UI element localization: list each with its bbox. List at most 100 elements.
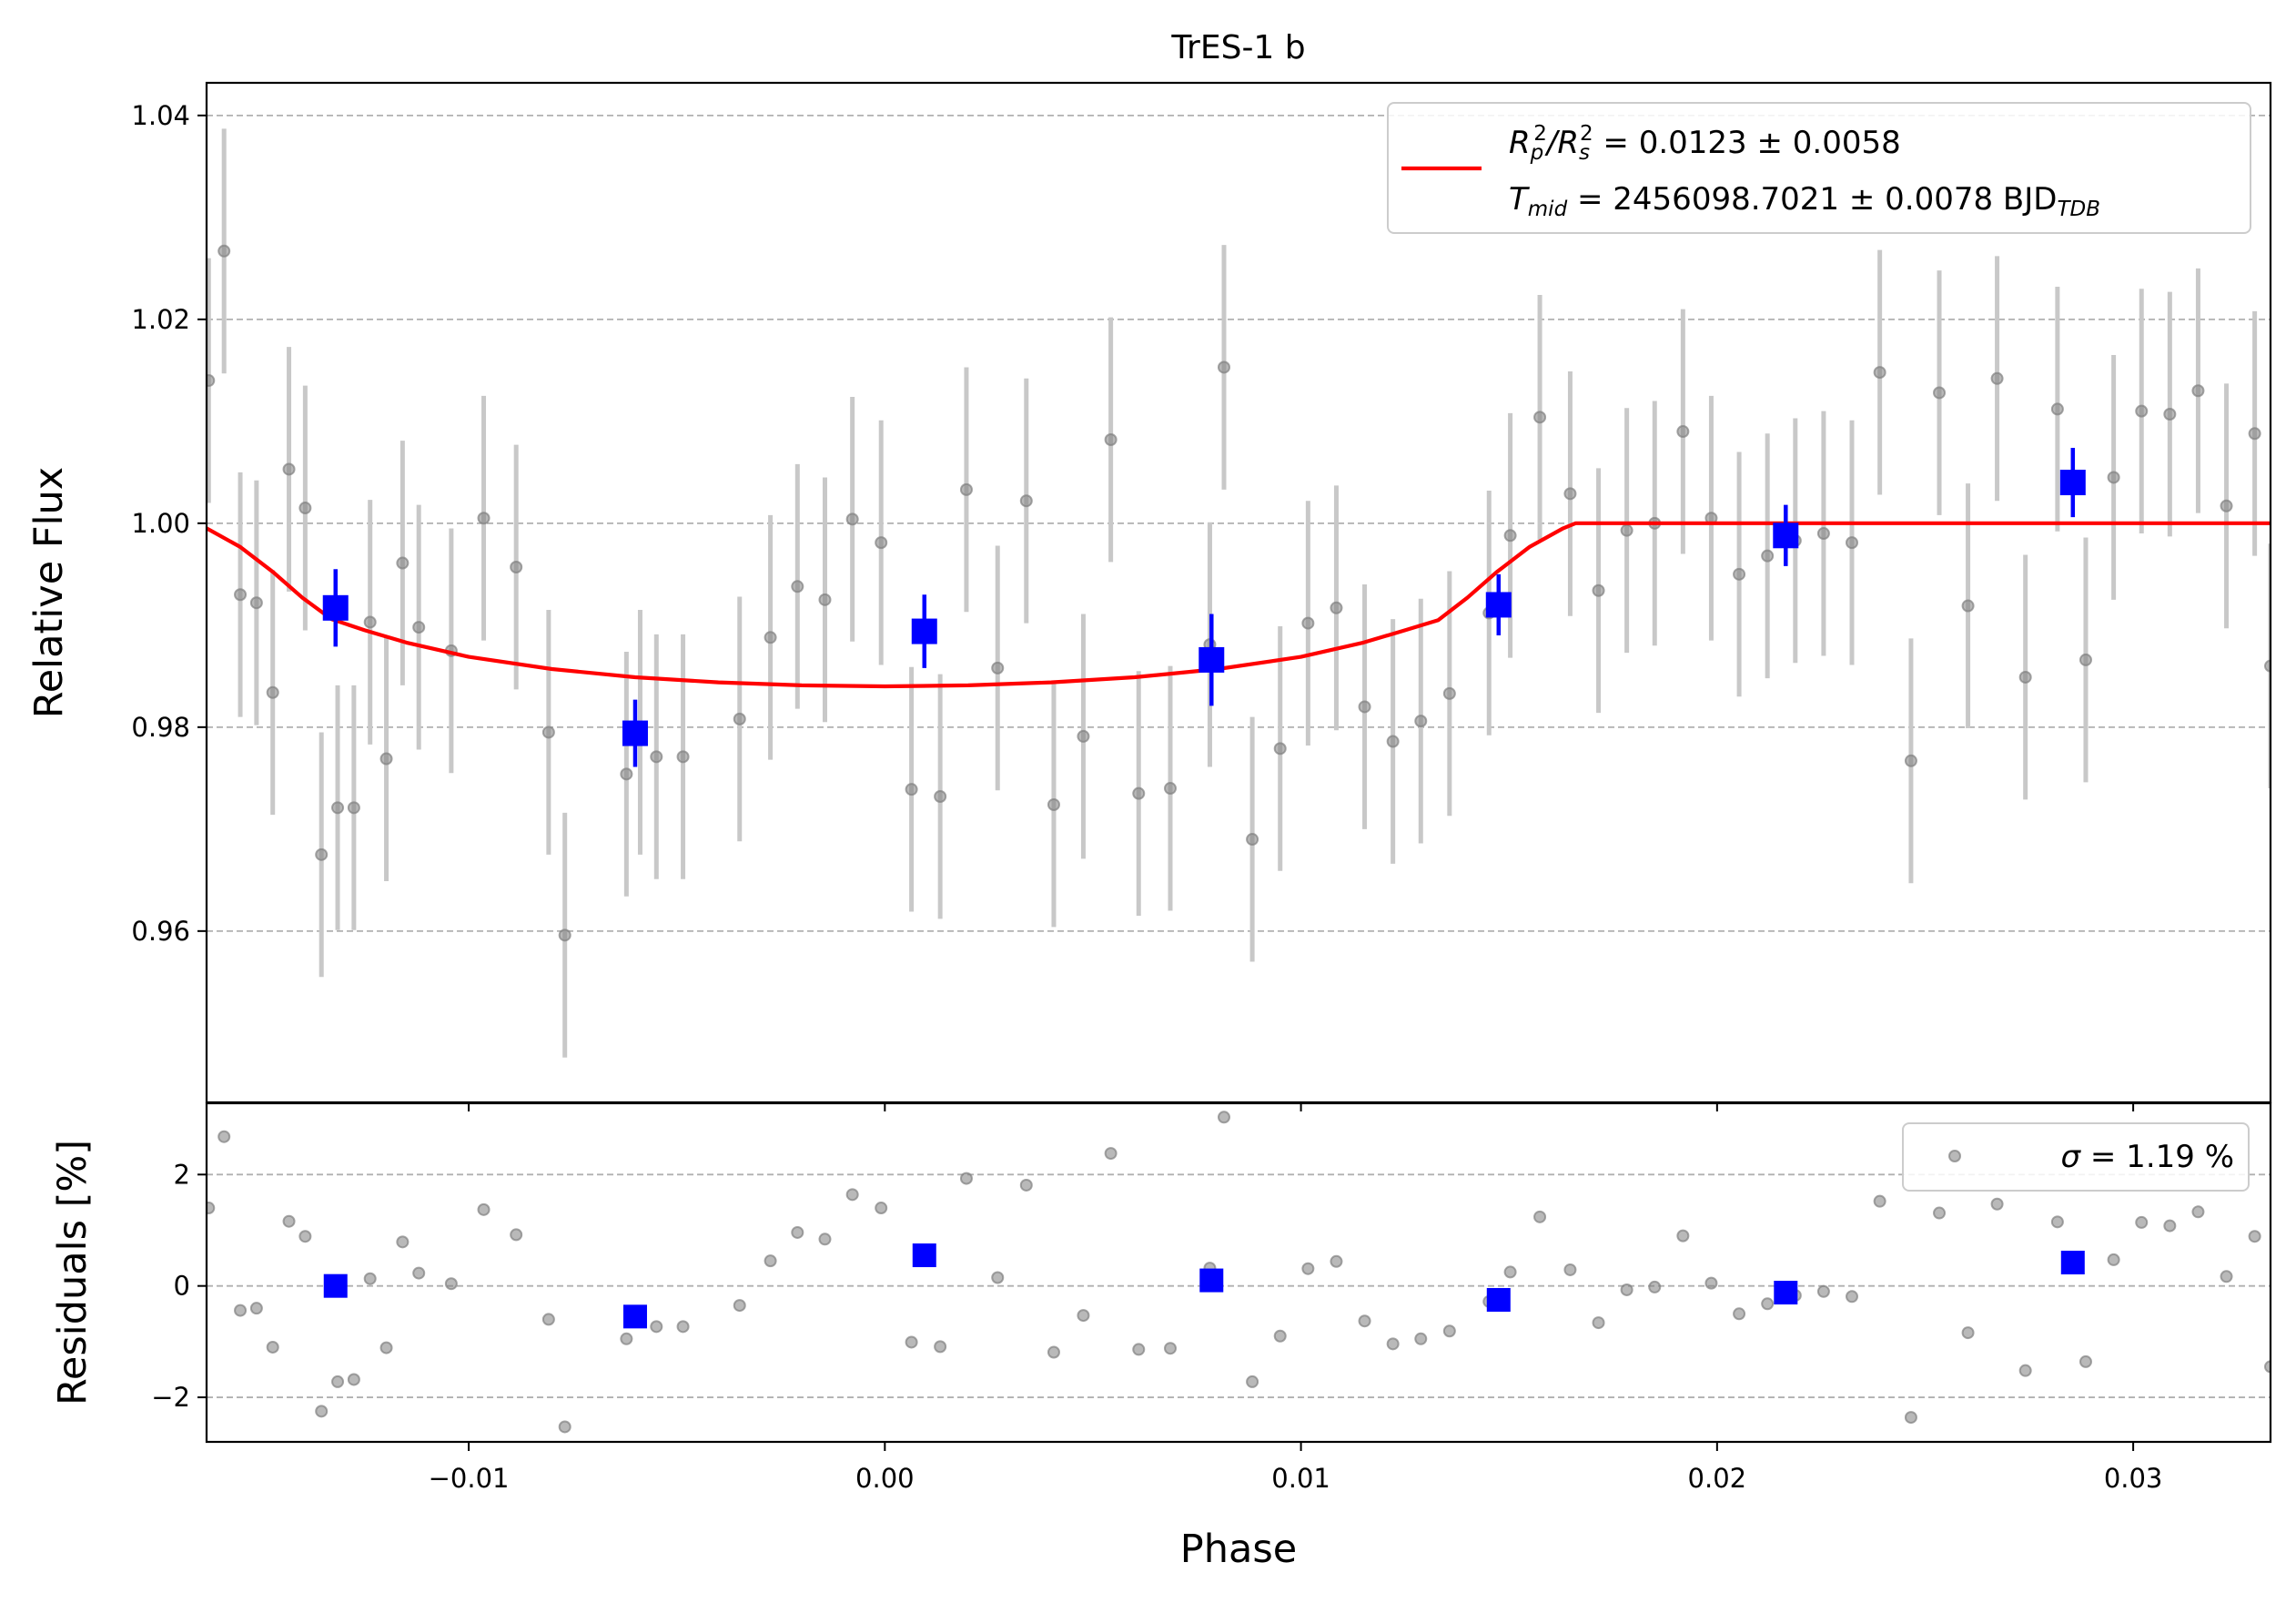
x-tick-label: 0.03 xyxy=(2104,1463,2163,1494)
x-tick-label: 0.02 xyxy=(1688,1463,1747,1494)
main-data-point xyxy=(266,685,279,699)
residual-point xyxy=(1047,1345,1060,1359)
main-data-point xyxy=(905,783,918,796)
main-data-point xyxy=(791,580,804,594)
residual-point xyxy=(845,1188,859,1202)
residual-point xyxy=(875,1202,888,1215)
main-data-point xyxy=(959,482,973,496)
residual-binned-point xyxy=(1774,1281,1798,1305)
main-data-point xyxy=(207,374,216,388)
main-data-point xyxy=(2220,499,2233,512)
main-data-point xyxy=(875,536,888,550)
main-data-point xyxy=(1533,411,1547,424)
main-data-point xyxy=(1990,371,2004,385)
residual-point xyxy=(791,1225,804,1239)
residual-point xyxy=(2163,1219,2177,1233)
legend-residual-marker xyxy=(1948,1150,1961,1162)
main-data-point xyxy=(1442,686,1456,700)
x-tick-label: 0.00 xyxy=(855,1463,915,1494)
main-data-point xyxy=(733,712,746,725)
main-data-point xyxy=(845,512,859,526)
residual-point xyxy=(363,1272,377,1285)
residual-point xyxy=(2018,1364,2032,1377)
main-data-point xyxy=(1164,782,1178,796)
main-data-point xyxy=(234,588,248,602)
main-data-point xyxy=(2050,402,2064,416)
main-data-point xyxy=(249,596,263,610)
residual-point xyxy=(412,1266,426,1280)
residual-point xyxy=(733,1299,746,1313)
main-data-point xyxy=(379,752,393,766)
residual-point xyxy=(1592,1316,1605,1330)
residual-point xyxy=(2135,1215,2149,1229)
main-data-point xyxy=(396,556,410,570)
residual-point xyxy=(1386,1337,1400,1351)
main-legend: Rp2/Rs2 = 0.0123 ± 0.0058 Tmid = 2456098… xyxy=(1387,102,2251,234)
main-data-point xyxy=(510,561,523,573)
residual-point xyxy=(1961,1326,1975,1340)
residual-point xyxy=(315,1405,329,1418)
residual-point xyxy=(2050,1215,2064,1229)
residual-legend: σ = 1.19 % xyxy=(1902,1122,2250,1192)
main-data-point xyxy=(676,750,690,764)
residual-point xyxy=(1273,1329,1287,1343)
legend-ratio-entry: Rp2/Rs2 = 0.0123 ± 0.0058 xyxy=(1509,122,1901,165)
residual-point xyxy=(1330,1254,1343,1268)
main-data-point xyxy=(558,928,571,942)
residual-point xyxy=(331,1375,345,1388)
main-data-point xyxy=(1301,616,1315,630)
residual-point xyxy=(650,1320,663,1334)
residual-point xyxy=(541,1313,555,1326)
residual-point xyxy=(2248,1230,2261,1243)
main-data-point xyxy=(1933,386,1947,400)
x-tick-label: 0.01 xyxy=(1271,1463,1330,1494)
residual-point xyxy=(1873,1194,1886,1208)
main-y-tick-label: 0.96 xyxy=(131,916,190,947)
residual-point xyxy=(249,1302,263,1315)
residual-point xyxy=(1761,1297,1775,1311)
main-data-point xyxy=(934,790,947,803)
residual-point xyxy=(1816,1284,1830,1298)
model-curve xyxy=(207,521,2271,689)
binned-point xyxy=(1199,646,1225,673)
main-data-point xyxy=(1273,742,1287,756)
residual-point xyxy=(1933,1206,1947,1220)
residual-point xyxy=(234,1304,248,1317)
main-errorbars xyxy=(207,128,2271,1058)
residual-point xyxy=(1845,1290,1858,1304)
main-data-point xyxy=(477,512,491,525)
main-y-ticks: 0.96 0.98 1.00 1.02 1.04 xyxy=(131,100,207,947)
main-data-point xyxy=(1330,601,1343,614)
residual-point xyxy=(510,1228,523,1242)
binned-point xyxy=(322,594,349,621)
residual-point xyxy=(905,1335,918,1349)
residual-point xyxy=(1019,1178,1033,1192)
residual-point xyxy=(2191,1205,2205,1219)
residual-point xyxy=(347,1373,360,1386)
main-data-point xyxy=(1217,360,1230,374)
residual-point xyxy=(1648,1280,1662,1294)
residual-point xyxy=(2264,1360,2271,1374)
residual-point xyxy=(818,1233,832,1246)
main-data-point xyxy=(1563,487,1577,501)
residual-binned-point xyxy=(2060,1250,2085,1274)
residual-point xyxy=(2107,1253,2120,1266)
residual-point xyxy=(1301,1262,1315,1275)
main-data-point xyxy=(298,502,312,515)
main-data-point xyxy=(1246,833,1259,847)
main-data-point xyxy=(1077,729,1090,743)
main-data-point xyxy=(2107,471,2120,484)
residual-point xyxy=(298,1230,312,1243)
residual-point xyxy=(217,1130,231,1143)
x-axis-label: Phase xyxy=(1180,1527,1297,1572)
main-data-point xyxy=(2248,427,2261,441)
residual-y-tick-label: −2 xyxy=(151,1382,190,1413)
residual-point xyxy=(1990,1197,2004,1211)
main-data-point xyxy=(331,801,345,815)
residual-point xyxy=(1563,1263,1577,1276)
main-y-tick-label: 1.04 xyxy=(131,100,190,131)
main-data-point xyxy=(1733,567,1746,581)
residual-point xyxy=(1620,1283,1633,1296)
legend-tmid-entry: Tmid = 2456098.7021 ± 0.0078 BJDTDB xyxy=(1509,181,2100,221)
